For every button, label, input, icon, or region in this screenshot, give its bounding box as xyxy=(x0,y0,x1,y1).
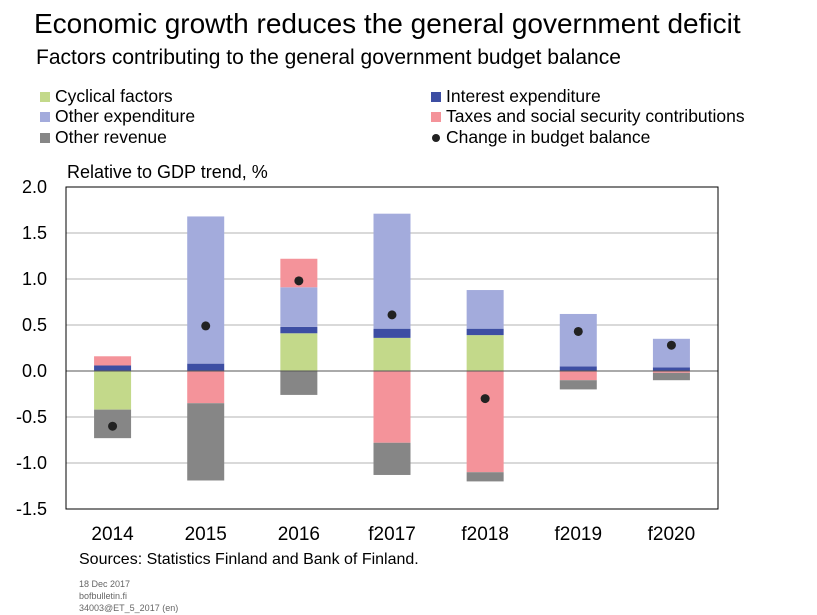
change-in-budget-balance-point xyxy=(573,326,583,336)
bar-interest-expenditure xyxy=(466,328,504,336)
bar-cyclical-factors xyxy=(373,337,411,371)
legend-marker-change-in-budget-balance xyxy=(432,133,440,142)
bar-other-revenue xyxy=(652,372,690,381)
change-in-budget-balance-point xyxy=(294,276,304,286)
y-tick-label: 0.0 xyxy=(22,361,47,381)
x-tick-label: 2015 xyxy=(185,524,227,545)
bar-cyclical-factors xyxy=(466,335,504,371)
footer-site: bofbulletin.fi xyxy=(79,591,128,601)
legend-item-cyclical-factors: Cyclical factors xyxy=(40,86,173,107)
bar-other-revenue xyxy=(373,442,411,475)
legend-label-change-in-budget-balance: Change in budget balance xyxy=(446,127,651,147)
x-tick-label: 2016 xyxy=(278,524,320,545)
legend-swatch-interest-expenditure xyxy=(431,91,441,102)
chart-title: Economic growth reduces the general gove… xyxy=(34,8,741,39)
bar-taxes-and-social-security-contributions xyxy=(559,371,597,381)
change-in-budget-balance-point xyxy=(201,321,211,331)
y-tick-label: -0.5 xyxy=(16,407,47,427)
sources-note: Sources: Statistics Finland and Bank of … xyxy=(79,551,419,568)
y-tick-label: 1.5 xyxy=(22,223,47,243)
plot-frame xyxy=(65,186,719,510)
legend-swatch-cyclical-factors xyxy=(40,91,50,102)
chart-subtitle: Factors contributing to the general gove… xyxy=(36,46,621,69)
bar-other-revenue xyxy=(466,472,504,482)
footer-code: 34003@ET_5_2017 (en) xyxy=(79,603,179,613)
legend-item-interest-expenditure: Interest expenditure xyxy=(431,86,601,107)
footer-date: 18 Dec 2017 xyxy=(79,579,131,589)
bar-other-revenue xyxy=(559,380,597,390)
legend-label-cyclical-factors: Cyclical factors xyxy=(55,86,173,106)
bar-interest-expenditure xyxy=(280,326,318,334)
bar-taxes-and-social-security-contributions xyxy=(652,371,690,373)
change-in-budget-balance-point xyxy=(480,394,490,404)
y-tick-label: -1.5 xyxy=(16,499,47,519)
x-tick-label: f2019 xyxy=(555,524,603,545)
bar-taxes-and-social-security-contributions xyxy=(373,371,411,443)
legend-label-taxes: Taxes and social security contributions xyxy=(446,106,745,126)
bar-other-expenditure xyxy=(187,216,225,364)
bar-other-expenditure xyxy=(373,213,411,329)
change-in-budget-balance-point xyxy=(387,310,397,320)
bar-other-revenue xyxy=(187,403,225,481)
legend-label-other-expenditure: Other expenditure xyxy=(55,106,196,126)
y-tick-label: -1.0 xyxy=(16,453,47,473)
x-tick-label: f2018 xyxy=(461,524,509,545)
bar-cyclical-factors xyxy=(280,333,318,371)
legend-label-interest-expenditure: Interest expenditure xyxy=(446,86,601,106)
change-in-budget-balance-point xyxy=(666,340,676,350)
bar-other-expenditure xyxy=(280,287,318,327)
x-tick-label: f2017 xyxy=(368,524,416,545)
legend-item-taxes: Taxes and social security contributions xyxy=(431,106,745,127)
bar-other-revenue xyxy=(280,371,318,395)
bar-interest-expenditure xyxy=(559,366,597,371)
bar-interest-expenditure xyxy=(187,363,225,371)
y-tick-label: 0.5 xyxy=(22,315,47,335)
bar-interest-expenditure xyxy=(373,328,411,338)
bar-other-expenditure xyxy=(466,290,504,329)
legend-item-other-expenditure: Other expenditure xyxy=(40,106,195,127)
bar-cyclical-factors xyxy=(94,371,132,410)
bar-taxes-and-social-security-contributions xyxy=(466,371,504,473)
x-tick-label: f2020 xyxy=(648,524,696,545)
change-in-budget-balance-point xyxy=(108,421,118,431)
legend-swatch-other-expenditure xyxy=(40,111,50,122)
y-tick-label: 2.0 xyxy=(22,177,47,197)
legend-item-change-in-budget-balance: Change in budget balance xyxy=(431,127,650,148)
legend-label-other-revenue: Other revenue xyxy=(55,127,167,147)
legend-swatch-other-revenue xyxy=(40,132,50,143)
y-tick-label: 1.0 xyxy=(22,269,47,289)
bar-interest-expenditure xyxy=(652,367,690,371)
legend-swatch-taxes xyxy=(431,111,441,122)
bar-interest-expenditure xyxy=(94,365,132,371)
bar-taxes-and-social-security-contributions xyxy=(94,356,132,366)
bar-taxes-and-social-security-contributions xyxy=(187,371,225,404)
legend-item-other-revenue: Other revenue xyxy=(40,127,167,148)
y-axis-unit-label: Relative to GDP trend, % xyxy=(67,162,268,182)
bar-other-expenditure xyxy=(559,313,597,367)
x-tick-label: 2014 xyxy=(91,524,134,545)
